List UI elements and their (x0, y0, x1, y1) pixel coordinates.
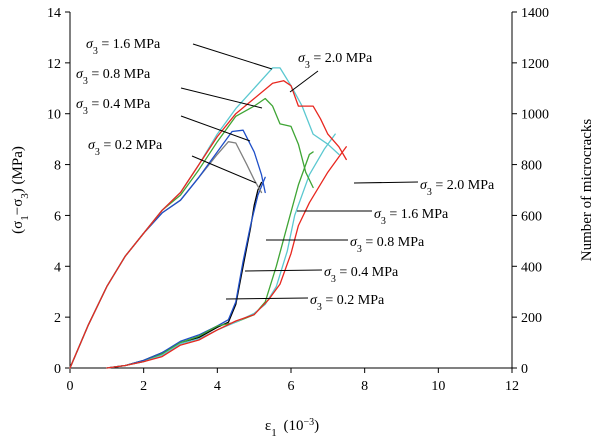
y-axis-right-title: Number of microcracks (579, 119, 595, 262)
y-right-tick-label: 600 (521, 209, 542, 224)
x-tick-label: 4 (214, 379, 221, 394)
y-left-tick-label: 0 (54, 362, 61, 377)
y-axis-left-title: (σ1−σ3) (MPa) (10, 146, 31, 234)
crack-curve-04 (106, 176, 266, 369)
y-right-tick-label: 200 (521, 311, 542, 326)
ann-stress-20-leader (289, 70, 319, 93)
ann-crack-04-leader (244, 269, 323, 272)
x-tick-label: 2 (140, 379, 147, 394)
y-right-tick-label: 1400 (521, 6, 549, 21)
ann-crack-20-leader (353, 181, 419, 184)
ann-crack-04-label: σ3 = 0.4 MPa (324, 265, 399, 285)
y-right-tick-label: 1000 (521, 108, 549, 123)
ann-crack-08-label: σ3 = 0.8 MPa (350, 235, 425, 255)
y-left-tick-label: 12 (47, 57, 61, 72)
y-left-tick-label: 4 (54, 260, 61, 275)
ann-stress-16-leader (192, 43, 273, 70)
y-right-tick-label: 800 (521, 159, 542, 174)
ann-stress-16-label: σ3 = 1.6 MPa (86, 37, 161, 57)
ann-stress-08-leader (180, 87, 263, 109)
ann-stress-02-label: σ3 = 0.2 MPa (88, 138, 163, 158)
annotations-group: σ3 = 1.6 MPa σ3 = 0.8 MPa σ3 = 0.4 MPa σ3 =… (76, 37, 495, 313)
stress-curve-20 (69, 80, 347, 369)
ann-crack-02-leader (225, 297, 309, 300)
x-tick-label: 8 (361, 379, 368, 394)
crack-curve-20 (106, 146, 347, 369)
crack-curve-16 (106, 133, 336, 369)
ann-crack-16-label: σ3 = 1.6 MPa (374, 207, 449, 227)
x-tick-label: 6 (288, 379, 295, 394)
ann-stress-08-label: σ3 = 0.8 MPa (76, 67, 151, 87)
series-group (69, 67, 347, 369)
x-tick-label: 10 (431, 379, 445, 394)
x-axis-title: ε1 (10−3) (265, 417, 319, 440)
stress-curve-16 (69, 67, 340, 369)
ann-stress-20-label: σ3 = 2.0 MPa (298, 51, 373, 71)
y-left-tick-label: 6 (54, 209, 61, 224)
x-tick-label: 0 (67, 379, 74, 394)
stress-curve-04 (69, 129, 266, 369)
y-right-tick-label: 400 (521, 260, 542, 275)
y-left-tick-label: 2 (54, 311, 61, 326)
y-left-tick-label: 14 (47, 6, 61, 21)
crack-curve-08 (106, 151, 314, 369)
axes-group: 0 2 4 6 8 10 120246810121402004006008001000120… (47, 6, 549, 394)
y-left-tick-label: 8 (54, 159, 61, 174)
y-right-tick-label: 0 (521, 362, 528, 377)
y-left-tick-label: 10 (47, 108, 61, 123)
ann-stress-02-leader (191, 155, 257, 184)
ann-crack-20-label: σ3 = 2.0 MPa (420, 178, 495, 198)
stress-curve-02 (69, 141, 263, 369)
ann-stress-04-leader (180, 115, 251, 142)
x-tick-label: 12 (505, 379, 519, 394)
y-right-tick-label: 1200 (521, 57, 549, 72)
ann-stress-04-label: σ3 = 0.4 MPa (76, 97, 151, 117)
ann-crack-02-label: σ3 = 0.2 MPa (310, 293, 385, 313)
